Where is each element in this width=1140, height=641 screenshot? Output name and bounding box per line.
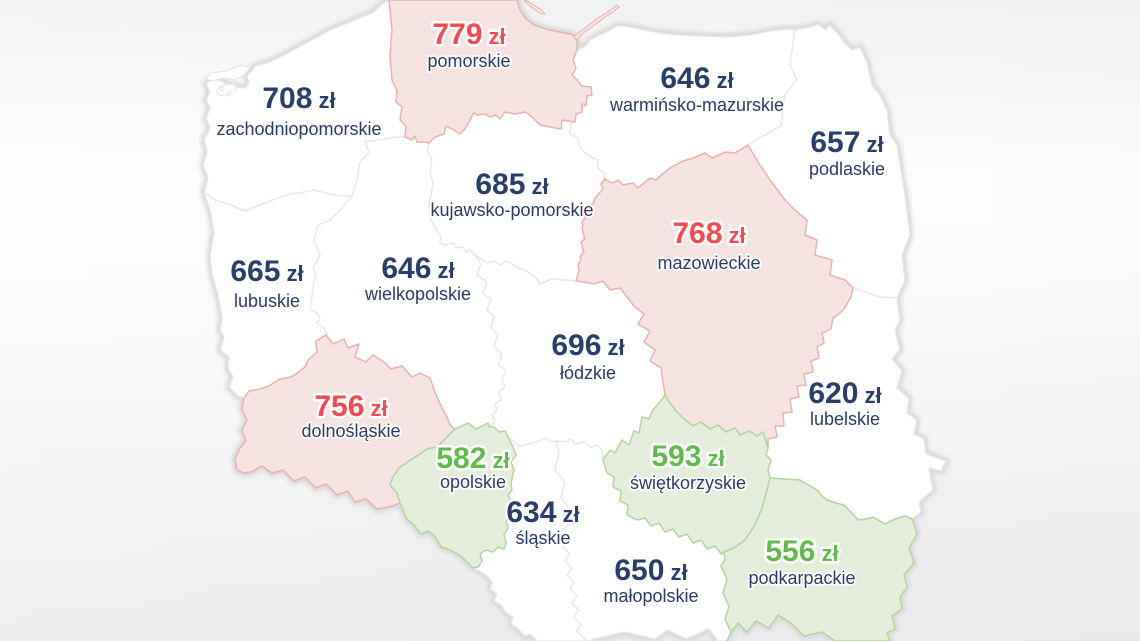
svg-text:779 zł: 779 zł <box>432 18 505 51</box>
svg-text:dolnośląskie: dolnośląskie <box>301 421 400 441</box>
svg-text:łódzkie: łódzkie <box>560 363 616 383</box>
svg-text:wielkopolskie: wielkopolskie <box>364 284 471 304</box>
svg-text:620 zł: 620 zł <box>808 377 881 410</box>
svg-text:mazowieckie: mazowieckie <box>657 253 760 273</box>
svg-text:756 zł: 756 zł <box>314 390 387 423</box>
svg-text:kujawsko-pomorskie: kujawsko-pomorskie <box>430 200 593 220</box>
svg-text:634 zł: 634 zł <box>506 496 579 529</box>
svg-text:podkarpackie: podkarpackie <box>748 568 855 588</box>
svg-text:657 zł: 657 zł <box>810 126 883 159</box>
svg-text:świętkorzyskie: świętkorzyskie <box>630 473 746 493</box>
svg-text:małopolskie: małopolskie <box>603 586 698 606</box>
svg-text:podlaskie: podlaskie <box>809 159 885 179</box>
svg-text:646 zł: 646 zł <box>660 62 733 95</box>
svg-text:lubuskie: lubuskie <box>234 291 300 311</box>
svg-text:zachodniopomorskie: zachodniopomorskie <box>216 119 381 139</box>
svg-text:582 zł: 582 zł <box>436 442 509 475</box>
svg-text:lubelskie: lubelskie <box>810 409 880 429</box>
svg-text:warmińsko-mazurskie: warmińsko-mazurskie <box>609 95 784 115</box>
svg-text:pomorskie: pomorskie <box>427 51 510 71</box>
svg-text:708 zł: 708 zł <box>262 82 335 115</box>
svg-text:śląskie: śląskie <box>515 528 570 548</box>
svg-text:opolskie: opolskie <box>440 472 506 492</box>
